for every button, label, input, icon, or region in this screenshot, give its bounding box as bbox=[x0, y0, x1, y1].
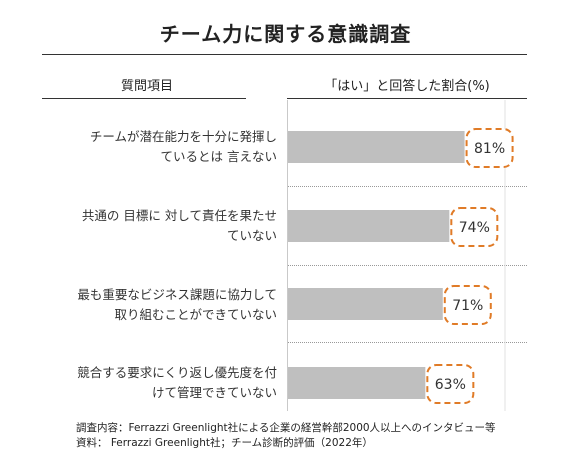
data-label: 74% bbox=[459, 220, 490, 236]
question-label: 共通の 目標に 対して責任を果たせ ていない bbox=[42, 206, 277, 246]
bar bbox=[288, 288, 443, 320]
value-axis bbox=[287, 100, 288, 411]
row-separator bbox=[287, 342, 527, 343]
question-label-line: 共通の 目標に 対して責任を果たせ bbox=[81, 208, 277, 223]
question-label: チームが潜在能力を十分に発揮し ているとは 言えない bbox=[42, 127, 277, 167]
source-note: 資料： Ferrazzi Greenlight社；チーム診断的評価（2022年） bbox=[76, 437, 373, 449]
title-divider bbox=[42, 54, 527, 55]
data-label: 71% bbox=[452, 298, 483, 314]
column-header-divider-right bbox=[287, 98, 527, 99]
bar bbox=[288, 367, 426, 399]
column-header-question: 質問項目 bbox=[120, 79, 173, 94]
data-label: 63% bbox=[435, 377, 466, 393]
question-label-line: けて管理できていない bbox=[151, 385, 277, 400]
column-header-percentage: 「はい」と回答した割合(%) bbox=[324, 79, 490, 94]
survey-note: 調査内容：Ferrazzi Greenlight社による企業の経営幹部2000人… bbox=[76, 422, 496, 434]
bar bbox=[288, 131, 465, 163]
question-label-line: チームが潜在能力を十分に発揮し bbox=[89, 129, 277, 144]
question-label-line: ていない bbox=[226, 228, 277, 243]
chart-title: チーム力に関する意識調査 bbox=[159, 22, 412, 46]
row-separator bbox=[287, 265, 527, 266]
data-label: 81% bbox=[474, 141, 505, 157]
value-highlight bbox=[465, 128, 514, 168]
question-label-line: 競合する要求にくり返し優先度を付 bbox=[77, 365, 277, 380]
question-label: 最も重要なビジネス課題に協力して 取り組むことができていない bbox=[42, 285, 277, 325]
row-separator bbox=[287, 186, 527, 187]
value-highlight bbox=[450, 207, 499, 247]
question-label-line: ているとは 言えない bbox=[160, 149, 277, 164]
question-label-line: 最も重要なビジネス課題に協力して bbox=[77, 287, 277, 302]
question-label-line: 取り組むことができていない bbox=[114, 307, 277, 322]
bar bbox=[288, 210, 450, 242]
value-highlight bbox=[443, 285, 492, 325]
value-highlight bbox=[426, 364, 475, 404]
column-header-divider-left bbox=[42, 98, 246, 99]
question-label: 競合する要求にくり返し優先度を付 けて管理できていない bbox=[42, 363, 277, 403]
